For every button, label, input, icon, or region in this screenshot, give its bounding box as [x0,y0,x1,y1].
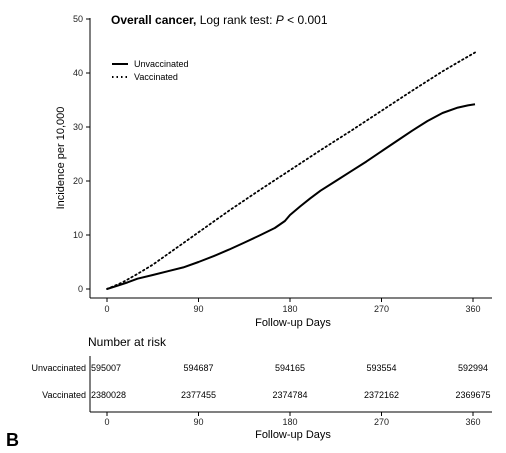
risk-x-tick-label: 90 [193,417,203,427]
chart-title-tail: < 0.001 [284,13,328,27]
risk-cell: 592994 [458,363,488,373]
risk-x-tick-label: 270 [374,417,389,427]
x-tick-label: 0 [104,304,109,314]
series-line-vaccinated [106,51,476,290]
legend: Unvaccinated Vaccinated [112,59,189,82]
risk-cell: 593554 [366,363,396,373]
chart-title-bold: Overall cancer, [111,13,196,27]
risk-cell: 2380028 [91,390,126,400]
y-tick-label: 30 [73,122,83,132]
risk-x-tick-label: 180 [282,417,297,427]
y-tick-label: 10 [73,230,83,240]
risk-cell: 594165 [275,363,305,373]
y-axis-title: Incidence per 10,000 [55,107,67,210]
risk-x-tick-label: 360 [465,417,480,427]
y-tick-label: 50 [73,14,83,24]
risk-table-title: Number at risk [88,335,167,349]
risk-cell: 2372162 [364,390,399,400]
risk-cell: 595007 [91,363,121,373]
risk-table-x-ticks: 0 90 180 270 360 [104,412,481,427]
x-tick-label: 270 [374,304,389,314]
panel-label: B [6,430,19,450]
risk-x-tick-label: 0 [104,417,109,427]
series-lines [106,51,476,290]
risk-cell: 594687 [183,363,213,373]
x-axis-title: Follow-up Days [255,317,331,329]
main-plot: 0 10 20 30 40 50 0 90 180 270 360 Overall cancer,… [55,13,492,329]
risk-table-rows: Unvaccinated 595007 594687 594165 593554 5929… [31,363,490,400]
x-tick-label: 180 [282,304,297,314]
legend-vaccinated-label: Vaccinated [134,72,178,82]
risk-cell: 2369675 [455,390,490,400]
y-tick-label: 0 [78,284,83,294]
x-tick-label: 90 [193,304,203,314]
risk-cell: 2374784 [272,390,307,400]
x-axis-ticks: 0 90 180 270 360 [104,298,481,314]
risk-table: Number at risk Unvaccinated 595007 594687 5… [31,335,492,441]
x-tick-label: 360 [465,304,480,314]
y-axis-ticks: 0 10 20 30 40 50 [73,14,90,294]
legend-unvaccinated-label: Unvaccinated [134,59,189,69]
chart-title: Overall cancer, Log rank test: P < 0.001 [111,13,328,27]
series-line-unvaccinated [106,103,476,290]
risk-cell: 2377455 [181,390,216,400]
risk-table-x-axis-title: Follow-up Days [255,429,331,441]
risk-row-label: Vaccinated [42,390,86,400]
risk-row-label: Unvaccinated [31,363,86,373]
y-tick-label: 40 [73,68,83,78]
chart-title-p: P [276,13,284,27]
y-tick-label: 20 [73,176,83,186]
chart-title-rest: Log rank test: [196,13,275,27]
